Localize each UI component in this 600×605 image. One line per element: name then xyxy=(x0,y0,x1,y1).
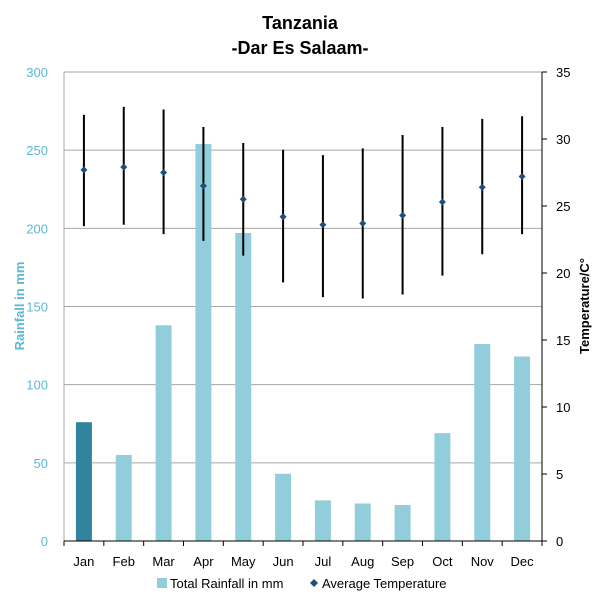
rainfall-bars xyxy=(75,143,531,542)
rainfall-bar-may xyxy=(235,233,252,542)
legend-label-temperature: Average Temperature xyxy=(322,576,447,591)
temperature-point-jul xyxy=(319,221,327,229)
axes: 0 5 10 15 20 25 30 35 0 50 100 150 200 250 300 Jan Feb Ma… xyxy=(26,65,570,569)
y-left-tick-label: 250 xyxy=(26,143,48,158)
legend-swatch-rainfall xyxy=(157,578,167,588)
temperature-point-feb xyxy=(120,163,128,171)
rainfall-bar-mar xyxy=(155,325,172,541)
y-right-tick-label: 10 xyxy=(556,400,570,415)
y-left-tick-label: 0 xyxy=(41,534,48,549)
chart-title: Tanzania xyxy=(262,13,339,33)
y-right-axis-label: Temperature/C° xyxy=(577,258,592,354)
rainfall-bar-apr xyxy=(195,143,212,541)
x-tick-label: Oct xyxy=(432,554,453,569)
y-left-tick-label: 200 xyxy=(26,221,48,236)
x-tick-label: Mar xyxy=(152,554,175,569)
x-tick-label: Jan xyxy=(73,554,94,569)
y-right-tick-label: 15 xyxy=(556,333,570,348)
temperature-point-oct xyxy=(438,198,446,206)
rainfall-bar-aug xyxy=(354,503,371,541)
legend-label-rainfall: Total Rainfall in mm xyxy=(170,576,283,591)
temperature-point-dec xyxy=(518,173,526,181)
temperature-point-may xyxy=(239,195,247,203)
y-left-tick-label: 300 xyxy=(26,65,48,80)
legend-marker-temperature xyxy=(310,579,318,587)
rainfall-bar-jan xyxy=(75,422,92,541)
x-tick-label: Jul xyxy=(315,554,332,569)
chart-subtitle: -Dar Es Salaam- xyxy=(231,38,368,58)
temperature-point-apr xyxy=(199,182,207,190)
x-tick-label: May xyxy=(231,554,256,569)
rainfall-bar-nov xyxy=(474,344,491,541)
rainfall-bar-sep xyxy=(394,505,411,541)
y-left-axis-label: Rainfall in mm xyxy=(12,262,27,351)
temperature-point-jan xyxy=(80,166,88,174)
temperature-point-nov xyxy=(478,183,486,191)
rainfall-bar-jul xyxy=(314,500,331,541)
temperature-point-jun xyxy=(279,213,287,221)
y-right-tick-label: 25 xyxy=(556,199,570,214)
y-right-tick-label: 5 xyxy=(556,467,563,482)
x-tick-label: Aug xyxy=(351,554,374,569)
y-left-tick-label: 100 xyxy=(26,378,48,393)
temperature-point-mar xyxy=(160,169,168,176)
rainfall-bar-jun xyxy=(275,473,292,541)
y-right-tick-label: 20 xyxy=(556,266,570,281)
x-tick-label: Nov xyxy=(471,554,495,569)
rainfall-bar-dec xyxy=(514,356,531,541)
gridlines xyxy=(63,71,543,542)
x-tick-label: Dec xyxy=(511,554,535,569)
x-tick-label: Jun xyxy=(273,554,294,569)
x-tick-label: Apr xyxy=(193,554,214,569)
y-right-tick-label: 0 xyxy=(556,534,563,549)
y-right-tick-label: 30 xyxy=(556,132,570,147)
rainfall-bar-feb xyxy=(115,455,132,541)
temperature-point-aug xyxy=(359,219,367,227)
x-tick-label: Sep xyxy=(391,554,414,569)
y-right-tick-label: 35 xyxy=(556,65,570,80)
legend: Total Rainfall in mm Average Temperature xyxy=(157,576,447,591)
rainfall-bar-oct xyxy=(434,433,451,541)
temperature-point-sep xyxy=(399,211,407,219)
temperature-series xyxy=(80,106,526,299)
y-left-tick-label: 150 xyxy=(26,300,48,315)
y-left-tick-label: 50 xyxy=(34,456,48,471)
x-tick-label: Feb xyxy=(113,554,135,569)
